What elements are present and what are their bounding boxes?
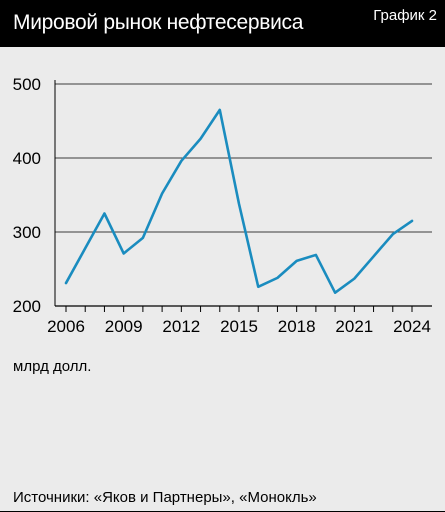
y-tick-label: 500 xyxy=(13,75,41,94)
y-tick-label: 200 xyxy=(13,297,41,316)
x-tick-label: 2009 xyxy=(105,317,143,336)
y-tick-label: 400 xyxy=(13,149,41,168)
x-tick-label: 2018 xyxy=(278,317,316,336)
axes xyxy=(54,80,432,312)
source-note: Источники: «Яков и Партнеры», «Монокль» xyxy=(13,489,317,506)
chart-number: График 2 xyxy=(373,7,437,24)
y-tick-labels: 200 300 400 500 xyxy=(13,75,41,316)
x-tick-label: 2024 xyxy=(393,317,431,336)
x-tick-label: 2015 xyxy=(220,317,258,336)
y-tick-label: 300 xyxy=(13,223,41,242)
x-tick-labels: 2006 2009 2012 2015 2018 2021 2024 xyxy=(47,317,431,336)
chart-title: Мировой рынок нефтесервиса xyxy=(13,11,304,34)
unit-label: млрд долл. xyxy=(13,358,92,375)
series-line xyxy=(64,108,414,294)
x-tick-label: 2012 xyxy=(162,317,200,336)
grid-lines xyxy=(55,83,432,233)
chart-header: Мировой рынок нефтесервиса График 2 xyxy=(0,0,445,47)
line-chart: 200 300 400 500 2006 2009 2012 2015 2018 2021 202… xyxy=(13,75,432,336)
series-group xyxy=(64,108,414,294)
x-tick-label: 2021 xyxy=(335,317,373,336)
x-tick-label: 2006 xyxy=(47,317,85,336)
